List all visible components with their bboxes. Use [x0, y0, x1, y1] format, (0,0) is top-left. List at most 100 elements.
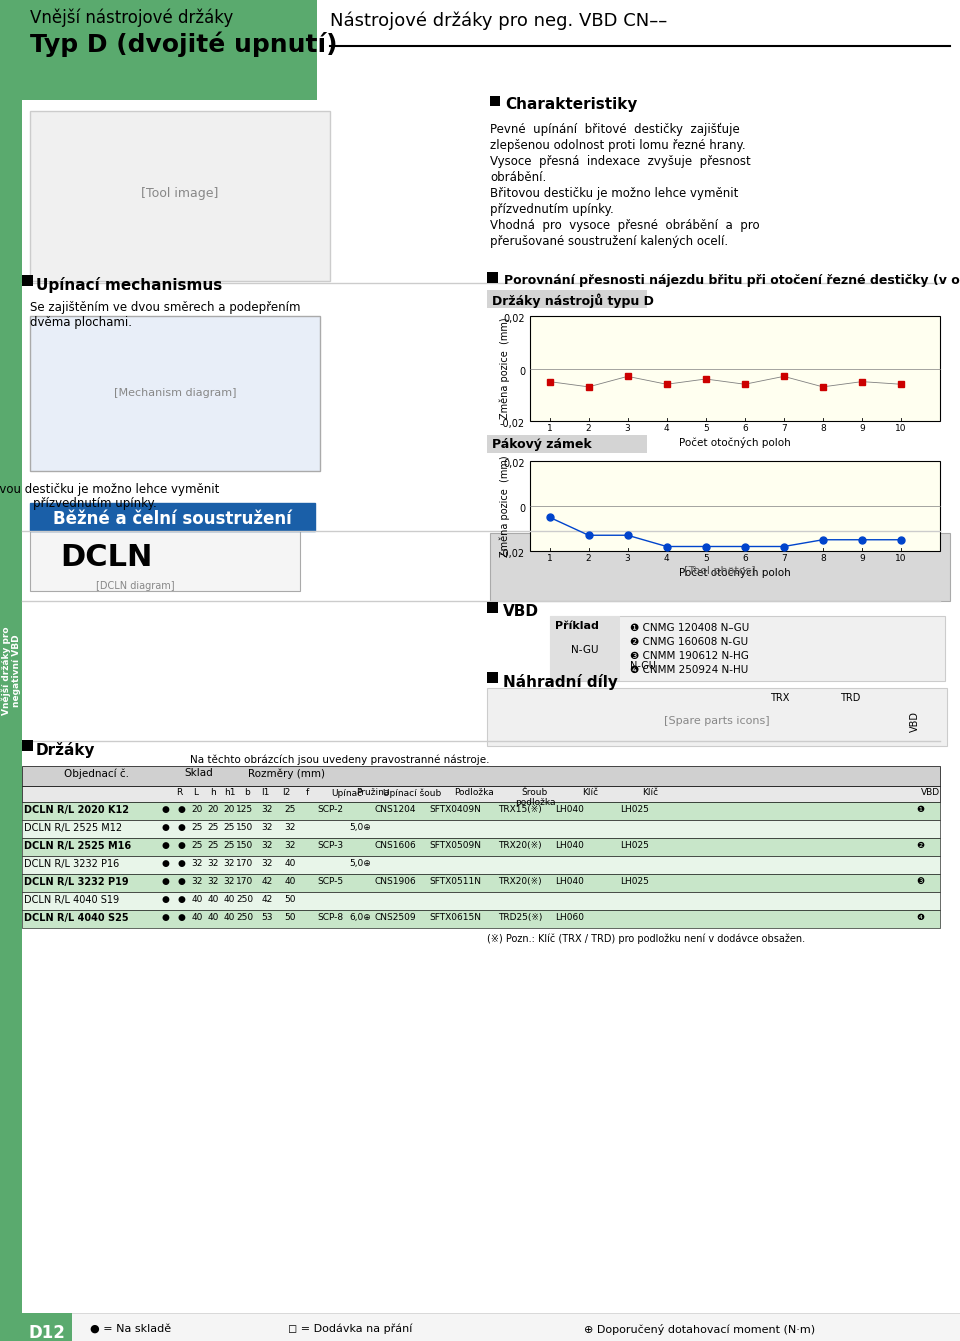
Text: LH025: LH025: [620, 805, 649, 814]
Text: Náhradní díly: Náhradní díly: [503, 675, 618, 691]
Text: L: L: [194, 789, 199, 797]
Bar: [22, 892, 940, 911]
Bar: [487, 688, 947, 746]
Text: 0,02: 0,02: [503, 314, 525, 325]
Text: 40: 40: [207, 913, 219, 923]
Text: Vhodná  pro  vysoce  přesné  obrábění  a  pro: Vhodná pro vysoce přesné obrábění a pro: [490, 219, 759, 232]
Text: 8: 8: [820, 424, 826, 433]
Text: 25: 25: [207, 823, 219, 831]
Text: 7: 7: [780, 424, 786, 433]
Text: Pákový zámek: Pákový zámek: [492, 439, 591, 451]
Text: LH040: LH040: [556, 841, 585, 850]
Text: přízvednutím upínky.: přízvednutím upínky.: [34, 498, 156, 510]
Text: LH040: LH040: [556, 805, 585, 814]
Bar: [550, 616, 945, 681]
Text: D12: D12: [29, 1324, 65, 1341]
Text: CNS1204: CNS1204: [374, 805, 416, 814]
Bar: [30, 503, 315, 531]
Text: 6: 6: [742, 424, 748, 433]
Text: 25: 25: [191, 841, 203, 850]
Text: DCLN R/L 4040 S25: DCLN R/L 4040 S25: [24, 913, 129, 923]
Text: 40: 40: [191, 913, 203, 923]
Text: LH025: LH025: [620, 841, 649, 850]
Text: ❶ CNMG 120408 N–GU: ❶ CNMG 120408 N–GU: [630, 624, 749, 633]
Text: N-GU: N-GU: [630, 661, 656, 670]
Text: ●: ●: [161, 877, 169, 886]
Text: Na těchto obrázcích jsou uvedeny pravostranné nástroje.: Na těchto obrázcích jsou uvedeny pravost…: [190, 754, 490, 764]
Text: ⊕ Doporučený dotahovací moment (N·m): ⊕ Doporučený dotahovací moment (N·m): [585, 1324, 816, 1336]
Text: [DCLN diagram]: [DCLN diagram]: [96, 581, 175, 591]
Text: 9: 9: [859, 424, 865, 433]
Text: ●: ●: [161, 894, 169, 904]
Text: ●: ●: [161, 823, 169, 831]
Bar: [22, 819, 940, 838]
Text: l2: l2: [282, 789, 290, 797]
Text: ●: ●: [177, 860, 185, 868]
Text: Klíč: Klíč: [642, 789, 658, 797]
Text: ●: ●: [161, 913, 169, 923]
Text: 40: 40: [191, 894, 203, 904]
Text: zlepšenou odolnost proti lomu řezné hrany.: zlepšenou odolnost proti lomu řezné hran…: [490, 139, 746, 152]
Text: 2: 2: [586, 424, 591, 433]
Text: Držáky: Držáky: [36, 742, 95, 758]
Text: -0,02: -0,02: [500, 418, 525, 429]
Text: TRD25(※): TRD25(※): [498, 913, 542, 923]
Text: Držáky nástrojů typu D: Držáky nástrojů typu D: [492, 292, 654, 307]
Text: ●: ●: [177, 894, 185, 904]
Bar: [530, 461, 940, 551]
Text: 0,02: 0,02: [503, 459, 525, 469]
Text: CNS2509: CNS2509: [374, 913, 416, 923]
Text: 40: 40: [207, 894, 219, 904]
Text: ●: ●: [177, 841, 185, 850]
Text: ● = Na skladě: ● = Na skladě: [90, 1324, 171, 1334]
Text: 0: 0: [518, 366, 525, 377]
Text: DCLN R/L 2525 M12: DCLN R/L 2525 M12: [24, 823, 122, 833]
Text: Upínací mechanismus: Upínací mechanismus: [36, 278, 223, 292]
Text: 40: 40: [284, 877, 296, 886]
Text: 40: 40: [224, 913, 234, 923]
Text: 150: 150: [236, 823, 253, 831]
Text: 2: 2: [586, 554, 591, 563]
Text: TRX: TRX: [770, 693, 789, 703]
Text: 5,0⊕: 5,0⊕: [349, 823, 371, 831]
Text: Sklad: Sklad: [184, 768, 213, 778]
Text: 5: 5: [703, 554, 708, 563]
Text: LH040: LH040: [556, 877, 585, 886]
Text: 20: 20: [207, 805, 219, 814]
Text: Typ D (dvojité upnutí): Typ D (dvojité upnutí): [30, 31, 338, 56]
Text: 25: 25: [224, 841, 234, 850]
Text: ●: ●: [161, 841, 169, 850]
Text: 32: 32: [261, 860, 273, 868]
Text: l1: l1: [261, 789, 269, 797]
Bar: [487, 672, 498, 683]
Text: CNS1906: CNS1906: [374, 877, 416, 886]
Text: SFTX0509N: SFTX0509N: [429, 841, 481, 850]
Text: Se zajištěním ve dvou směrech a podepřením: Se zajištěním ve dvou směrech a podepřen…: [30, 300, 300, 314]
Text: Upínací šoub: Upínací šoub: [383, 789, 442, 798]
Text: TRX15(※): TRX15(※): [498, 805, 541, 814]
Bar: [487, 602, 498, 613]
Text: 3: 3: [625, 424, 631, 433]
Text: ●: ●: [161, 805, 169, 814]
Text: ●: ●: [177, 823, 185, 831]
Text: Pružina: Pružina: [356, 789, 390, 797]
Text: 53: 53: [261, 913, 273, 923]
Bar: [22, 1313, 72, 1341]
Text: ❹ CNMM 250924 N-HU: ❹ CNMM 250924 N-HU: [630, 665, 748, 675]
Text: TRX20(※): TRX20(※): [498, 877, 541, 886]
Text: 125: 125: [236, 805, 253, 814]
Bar: [550, 616, 620, 681]
Text: -0,02: -0,02: [500, 548, 525, 559]
Text: CNS1606: CNS1606: [374, 841, 416, 850]
Text: N-GU: N-GU: [571, 645, 599, 654]
Text: Změna pozice  (mm): Změna pozice (mm): [500, 318, 511, 420]
Text: LH025: LH025: [620, 877, 649, 886]
Text: 25: 25: [207, 841, 219, 850]
Text: VBD: VBD: [503, 603, 539, 620]
Text: Upínač: Upínač: [331, 789, 363, 798]
Text: Příklad: Příklad: [555, 621, 599, 632]
Text: obrábění.: obrábění.: [490, 172, 546, 184]
Text: 8: 8: [820, 554, 826, 563]
Text: 32: 32: [224, 860, 234, 868]
Text: 6: 6: [742, 554, 748, 563]
